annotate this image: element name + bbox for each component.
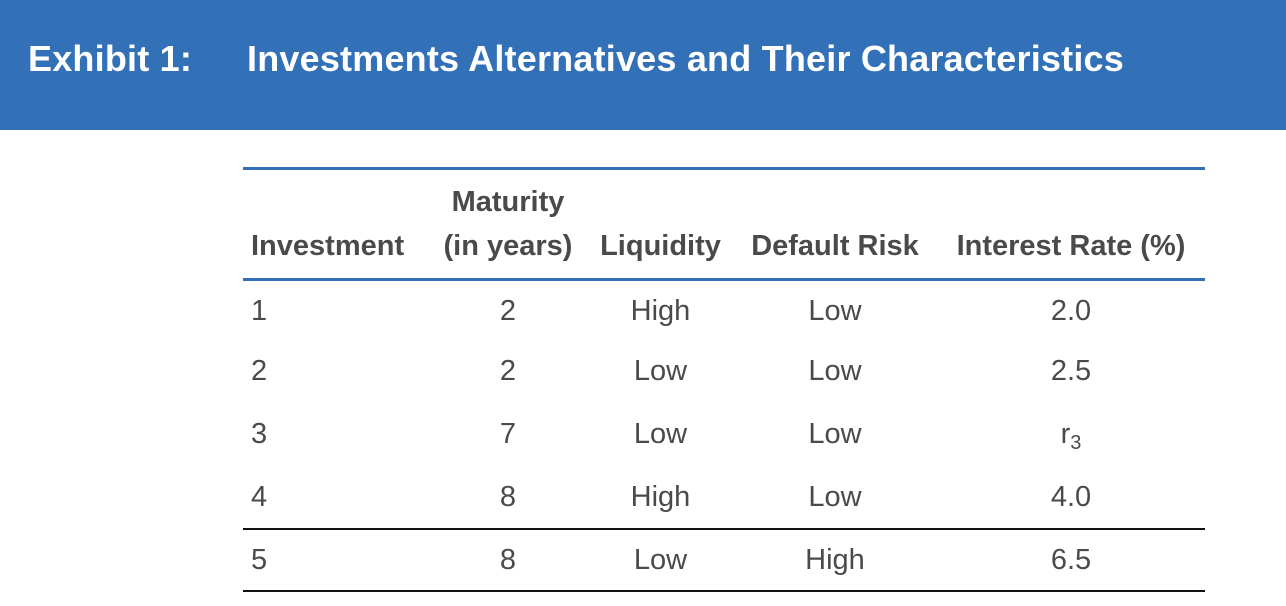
cell-maturity: 2 xyxy=(499,355,517,387)
cell-liquidity: Low xyxy=(633,418,688,450)
header-interest-rate: Interest Rate (%) xyxy=(956,230,1186,262)
table-top-rule xyxy=(243,167,1205,170)
cell-investment: 2 xyxy=(251,355,268,387)
cell-liquidity: Low xyxy=(633,355,688,387)
header-maturity-line1: Maturity xyxy=(451,186,565,218)
table-bottom-rule xyxy=(243,590,1205,592)
cell-liquidity: High xyxy=(630,481,691,513)
exhibit-label: Exhibit 1: xyxy=(28,38,193,79)
header-maturity-line2: (in years) xyxy=(443,230,573,262)
cell-maturity: 7 xyxy=(499,418,517,450)
cell-default-risk: Low xyxy=(808,481,862,513)
cell-interest-rate: 2.0 xyxy=(1050,295,1092,327)
cell-default-risk: High xyxy=(805,544,865,576)
cell-liquidity: High xyxy=(630,295,691,327)
cell-maturity: 2 xyxy=(499,295,517,327)
cell-investment: 5 xyxy=(251,544,268,576)
header-rule xyxy=(243,278,1205,281)
cell-investment: 1 xyxy=(251,295,268,327)
header-liquidity: Liquidity xyxy=(600,230,721,262)
cell-maturity: 8 xyxy=(499,481,517,513)
exhibit-title: Investments Alternatives and Their Chara… xyxy=(247,38,1124,79)
interest-rate-symbol: r xyxy=(1060,418,1071,450)
cell-investment: 3 xyxy=(251,418,268,450)
interest-rate-subscript: 3 xyxy=(1070,432,1082,454)
cell-interest-rate: 2.5 xyxy=(1050,355,1092,387)
cell-investment: 4 xyxy=(251,481,268,513)
cell-liquidity: Low xyxy=(633,544,688,576)
cell-default-risk: Low xyxy=(808,295,862,327)
exhibit-banner: Exhibit 1: Investments Alternatives and … xyxy=(0,0,1286,130)
cell-default-risk: Low xyxy=(808,355,862,387)
header-default-risk: Default Risk xyxy=(751,230,919,262)
cell-interest-rate: 6.5 xyxy=(1050,544,1092,576)
cell-maturity: 8 xyxy=(499,544,517,576)
cell-interest-rate: 4.0 xyxy=(1050,481,1092,513)
cell-default-risk: Low xyxy=(808,418,862,450)
cell-interest-rate: r3 xyxy=(940,417,1202,454)
header-investment: Investment xyxy=(251,230,405,262)
row-divider xyxy=(243,528,1205,530)
